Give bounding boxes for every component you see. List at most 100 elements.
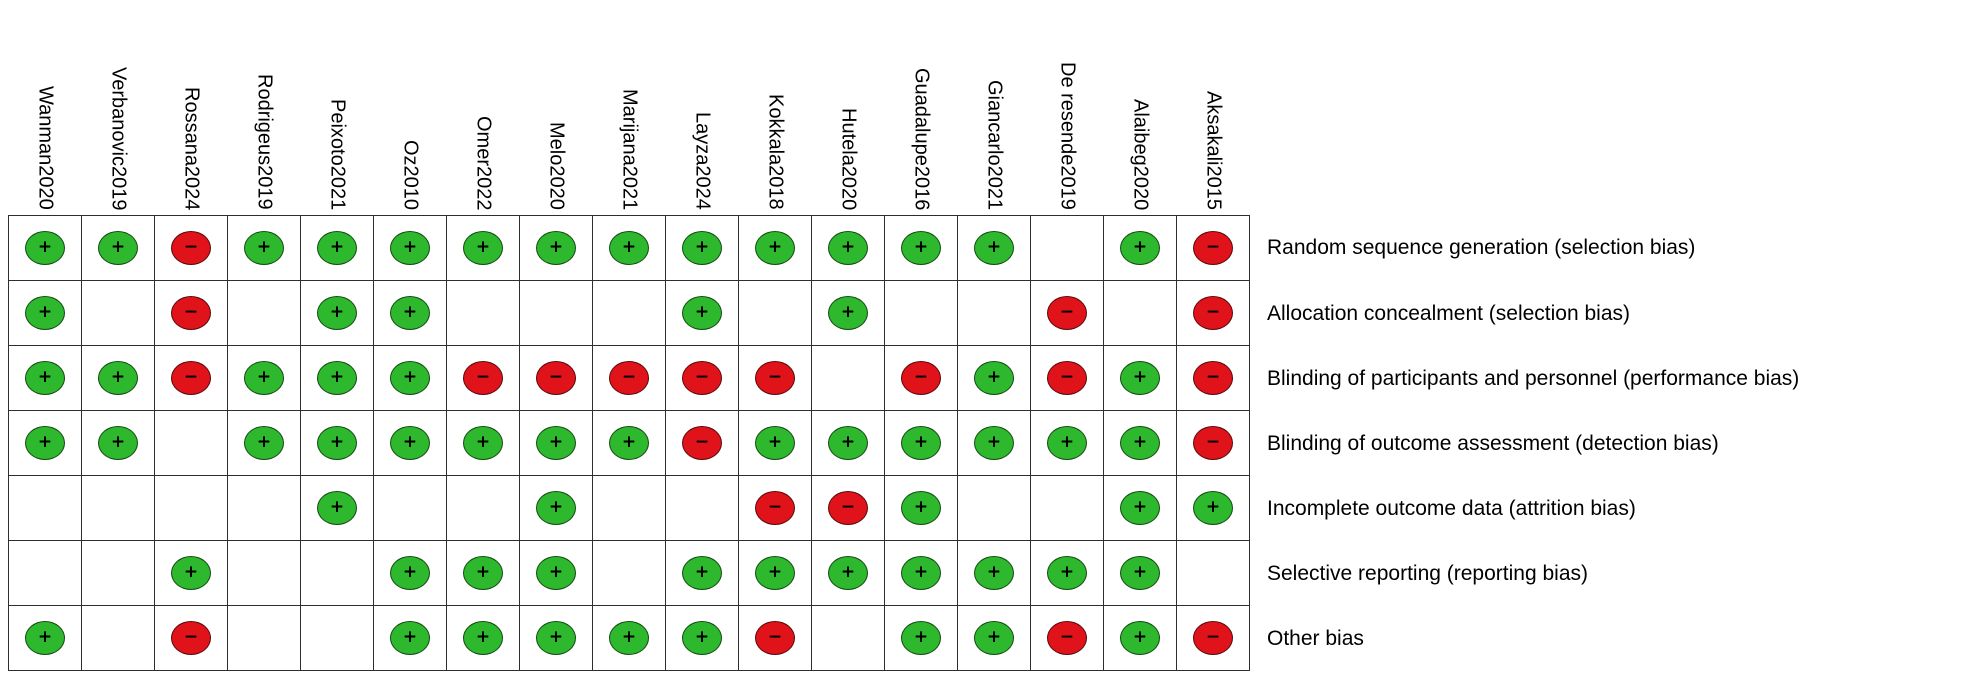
- domain-label: Random sequence generation (selection bi…: [1267, 236, 1696, 259]
- rob-cell: [82, 476, 155, 541]
- rob-cell: [228, 281, 301, 346]
- rob-cell: +: [1104, 606, 1177, 671]
- rob-cell: +: [1177, 476, 1250, 541]
- rob-cell: +: [593, 411, 666, 476]
- risk-symbol: +: [329, 236, 345, 257]
- rob-row-cells: + − + + + + + − + + − + −: [8, 606, 1250, 671]
- rob-cell: +: [374, 216, 447, 281]
- risk-symbol: +: [840, 301, 856, 322]
- rob-cell: +: [958, 541, 1031, 606]
- rob-cell: [447, 476, 520, 541]
- low-risk-icon: +: [390, 556, 430, 590]
- risk-symbol: +: [1132, 236, 1148, 257]
- rob-cell: −: [1031, 606, 1104, 671]
- risk-symbol: +: [402, 236, 418, 257]
- risk-symbol: −: [767, 626, 783, 647]
- rob-row-cells: + + − + + + + + + + + + + + + −: [8, 215, 1250, 281]
- study-label: Rodrigeus2019: [253, 74, 276, 210]
- study-label: Aksakali2015: [1202, 91, 1225, 210]
- rob-cell: +: [1104, 476, 1177, 541]
- rob-cell: +: [447, 411, 520, 476]
- low-risk-icon: +: [901, 621, 941, 655]
- low-risk-icon: +: [317, 426, 357, 460]
- low-risk-icon: +: [390, 296, 430, 330]
- rob-cell: +: [958, 606, 1031, 671]
- low-risk-icon: +: [1120, 231, 1160, 265]
- rob-cell: +: [1031, 541, 1104, 606]
- study-header-cell: Marijana2021: [593, 2, 666, 215]
- rob-cell: [958, 476, 1031, 541]
- study-header-cell: Kokkala2018: [739, 2, 812, 215]
- low-risk-icon: +: [974, 556, 1014, 590]
- low-risk-icon: +: [755, 556, 795, 590]
- rob-cell: [301, 541, 374, 606]
- high-risk-icon: −: [1193, 426, 1233, 460]
- low-risk-icon: +: [609, 231, 649, 265]
- low-risk-icon: +: [25, 361, 65, 395]
- risk-symbol: −: [1059, 626, 1075, 647]
- rob-cell: +: [958, 346, 1031, 411]
- risk-symbol: +: [37, 366, 53, 387]
- risk-symbol: −: [183, 366, 199, 387]
- rob-cell: −: [155, 281, 228, 346]
- risk-symbol: +: [986, 626, 1002, 647]
- rob-cell: +: [520, 541, 593, 606]
- risk-symbol: +: [402, 626, 418, 647]
- rob-cell: −: [447, 346, 520, 411]
- low-risk-icon: +: [244, 361, 284, 395]
- rob-cell: [1031, 216, 1104, 281]
- rob-cell: +: [374, 346, 447, 411]
- rob-cell: −: [1031, 346, 1104, 411]
- study-header-cell: Rodrigeus2019: [228, 2, 301, 215]
- risk-symbol: +: [475, 561, 491, 582]
- risk-symbol: −: [183, 626, 199, 647]
- study-label: Layza2024: [691, 112, 714, 210]
- study-label: Giancarlo2021: [983, 79, 1006, 210]
- rob-cell: +: [666, 216, 739, 281]
- low-risk-icon: +: [390, 426, 430, 460]
- rob-cell: +: [520, 606, 593, 671]
- risk-symbol: +: [1059, 561, 1075, 582]
- study-label: De resende2019: [1056, 62, 1079, 210]
- risk-symbol: +: [110, 236, 126, 257]
- high-risk-icon: −: [1193, 361, 1233, 395]
- rob-row: + − + + + + + − + + − + − Other bias: [8, 606, 1799, 671]
- study-header-cell: Wanman2020: [9, 2, 82, 215]
- rob-cell: −: [520, 346, 593, 411]
- rob-cell: [593, 541, 666, 606]
- rob-cell: +: [885, 476, 958, 541]
- risk-symbol: +: [1132, 626, 1148, 647]
- risk-symbol: +: [913, 236, 929, 257]
- study-header-cell: Guadalupe2016: [885, 2, 958, 215]
- rob-cell: +: [228, 216, 301, 281]
- risk-symbol: −: [1205, 366, 1221, 387]
- rob-cell: [593, 281, 666, 346]
- risk-symbol: +: [402, 561, 418, 582]
- rob-cell: +: [374, 411, 447, 476]
- rob-cell: +: [301, 281, 374, 346]
- risk-symbol: +: [329, 496, 345, 517]
- rob-cell: +: [447, 541, 520, 606]
- rob-cell: [739, 281, 812, 346]
- risk-symbol: +: [475, 626, 491, 647]
- low-risk-icon: +: [974, 426, 1014, 460]
- risk-symbol: −: [767, 496, 783, 517]
- rob-cell: +: [958, 411, 1031, 476]
- rob-row: + + − + + + − − − − − − + − + − Blinding of participants…: [8, 346, 1799, 411]
- rob-cell: [885, 281, 958, 346]
- low-risk-icon: +: [536, 556, 576, 590]
- risk-symbol: +: [621, 626, 637, 647]
- rob-cell: −: [739, 606, 812, 671]
- risk-symbol: +: [110, 366, 126, 387]
- risk-symbol: −: [183, 301, 199, 322]
- rob-cell: [301, 606, 374, 671]
- risk-symbol: −: [1059, 366, 1075, 387]
- low-risk-icon: +: [536, 621, 576, 655]
- rob-cell: −: [1031, 281, 1104, 346]
- risk-symbol: +: [694, 236, 710, 257]
- rob-row-cells: + + − + + + − − − − − − + − + −: [8, 346, 1250, 411]
- low-risk-icon: +: [828, 296, 868, 330]
- high-risk-icon: −: [1047, 361, 1087, 395]
- low-risk-icon: +: [463, 426, 503, 460]
